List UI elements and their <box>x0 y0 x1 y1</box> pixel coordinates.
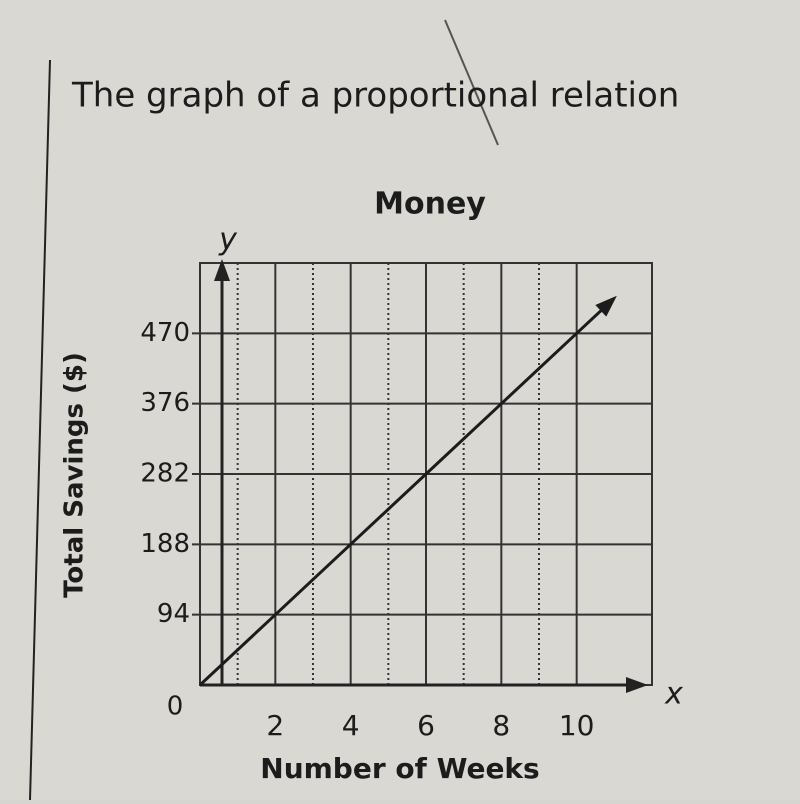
y-tick-label: 94 <box>157 599 190 629</box>
x-tick-label: 2 <box>266 709 284 742</box>
margin-line <box>29 59 51 801</box>
y-tick-label: 470 <box>140 318 190 348</box>
y-axis-arrow <box>214 259 230 281</box>
origin-label: 0 <box>167 692 184 722</box>
x-tick-label: 6 <box>417 709 435 742</box>
x-axis-arrow <box>626 677 648 693</box>
y-axis-label: Total Savings ($) <box>60 352 90 598</box>
data-line <box>198 332 578 687</box>
chart-title: Money <box>374 187 486 222</box>
header-text: The graph of a proportional relation <box>71 76 679 116</box>
y-tick-label: 188 <box>140 529 190 559</box>
y-tick-label: 282 <box>140 459 190 489</box>
x-tick-label: 10 <box>559 709 595 742</box>
pen-mark <box>444 19 499 146</box>
y-tick-label: 376 <box>140 388 190 418</box>
y-axis-letter: y <box>218 223 238 258</box>
plot: 0 2 4 6 8 10 94 188 282 376 470 x y <box>140 223 683 743</box>
x-axis-letter: x <box>664 677 683 712</box>
x-axis-label: Number of Weeks <box>260 752 539 785</box>
line-arrow <box>595 295 617 317</box>
x-tick-label: 4 <box>342 709 360 742</box>
x-tick-label: 8 <box>492 709 510 742</box>
